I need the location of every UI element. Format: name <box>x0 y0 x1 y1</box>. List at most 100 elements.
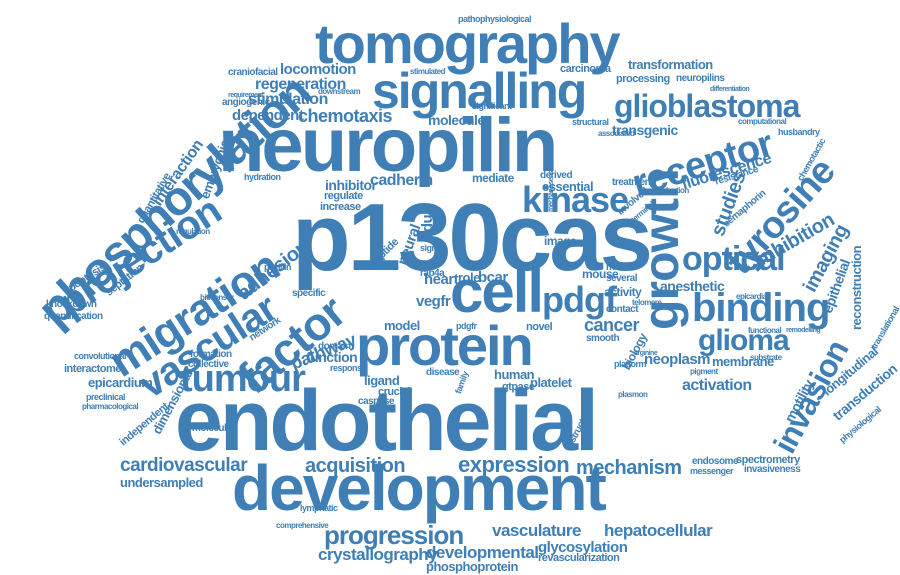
word-formation: formation <box>190 349 232 360</box>
word-acquisition: acquisition <box>305 455 406 477</box>
word-image: image <box>544 234 577 248</box>
word-angiogenic: angiogenic <box>222 97 270 108</box>
word-human: human <box>494 367 535 382</box>
word-role: role <box>458 270 480 285</box>
word-membrane: membrane <box>712 354 774 369</box>
word-signal: signal <box>420 243 444 253</box>
word-remodelling: remodelling <box>786 327 821 334</box>
word-ligand: ligand <box>364 373 400 388</box>
word-pdgf: pdgf <box>542 279 617 320</box>
word-epicardial: epicardial <box>736 292 769 301</box>
word-hydration: hydration <box>244 172 281 182</box>
word-expression: expression <box>458 452 570 477</box>
word-inhibitor: inhibitor <box>325 177 377 193</box>
word-signalling: signalling <box>372 63 587 119</box>
word-molecule: molecule <box>428 112 485 128</box>
word-kinase: kinase <box>522 179 629 220</box>
word-regeneration: regeneration <box>255 76 346 93</box>
word-treatment: treatment <box>612 177 654 188</box>
word-comprehensive: comprehensive <box>276 521 329 530</box>
word-development: development <box>232 452 607 524</box>
word-protein: protein <box>356 314 534 377</box>
word-glycosylation: glycosylation <box>538 539 628 556</box>
word-plasmon: plasmon <box>618 390 648 399</box>
word-glioblastoma: glioblastoma <box>614 88 800 124</box>
word-collective: collective <box>188 359 229 370</box>
word-functional: functional <box>748 326 782 335</box>
word-gtpase: gtpase <box>502 381 535 393</box>
word-structural: structural <box>572 117 609 127</box>
word-specific: specific <box>292 288 326 299</box>
word-convolutional: convolutional <box>74 351 127 361</box>
word-production: production <box>652 186 689 195</box>
word-carcinoma: carcinoma <box>560 63 611 75</box>
word-pdgfr: pdgfr <box>456 321 477 331</box>
word-stimulated: stimulated <box>410 67 446 76</box>
word-binding: binding <box>692 286 830 330</box>
word-response: response <box>330 363 367 373</box>
word-domain: domain <box>318 341 351 352</box>
word-cell: cell <box>450 258 544 325</box>
word-activation: activation <box>682 377 752 394</box>
word-disease: disease <box>426 367 460 378</box>
word-molecular: molecular <box>192 423 235 434</box>
word-paxillin: paxillin <box>264 262 292 272</box>
word-progression: progression <box>324 520 464 550</box>
word-optical: optical <box>682 240 786 278</box>
word-transgenic: transgenic <box>612 122 678 138</box>
word-interactome: interactome <box>64 363 121 375</box>
word-cadherin: cadherin <box>370 172 433 189</box>
word-locomotion: locomotion <box>280 61 356 78</box>
word-translational: translational <box>869 304 900 351</box>
word-derived: derived <box>540 170 573 181</box>
word-associated: associated <box>598 129 635 138</box>
word-telomere: telomere <box>632 298 662 307</box>
word-platform: platform <box>614 359 647 369</box>
word-endosome: endosome <box>692 456 739 467</box>
word-adult: adult <box>419 206 436 240</box>
word-neuropilin: neuropilin <box>218 103 558 188</box>
word-mechanism: mechanism <box>576 457 682 479</box>
word-revascularization: revascularization <box>538 552 620 564</box>
word-anesthetic: anesthetic <box>660 278 725 294</box>
word-p130cas: p130cas <box>292 184 653 291</box>
word-pathophysiological: pathophysiological <box>458 14 532 24</box>
word-essential: essential <box>542 179 594 194</box>
word-vasculature: vasculature <box>492 521 582 540</box>
word-activity: activity <box>604 285 642 299</box>
word-dependent: dependent <box>232 107 304 124</box>
word-quantification: quantification <box>44 311 103 322</box>
word-contact: contact <box>606 304 639 315</box>
word-bcar: bcar <box>478 269 508 286</box>
word-processing: processing <box>616 73 670 85</box>
word-tumour: tumour <box>180 358 306 400</box>
word-preclinical: preclinical <box>86 392 126 402</box>
word-chromatin: chromatin <box>510 222 540 229</box>
word-reconstruction: reconstruction <box>849 245 864 330</box>
word-pharmacological: pharmacological <box>82 402 139 411</box>
word-phosphoprotein: phosphoprotein <box>426 559 518 574</box>
word-mediate: mediate <box>472 171 514 185</box>
word-caspase: caspase <box>358 396 394 407</box>
word-function: function <box>306 349 358 365</box>
word-neuropilins: neuropilins <box>676 73 725 84</box>
word-transformation: transformation <box>628 57 713 72</box>
word-cardiovascular: cardiovascular <box>120 455 248 476</box>
word-lymphatic: lymphatic <box>300 503 338 513</box>
word-platelet: platelet <box>530 375 572 390</box>
word-crystallography: crystallography <box>318 545 438 564</box>
word-undersampled: undersampled <box>120 475 203 490</box>
word-messenger: messenger <box>690 466 734 476</box>
word-significant: significant <box>472 101 512 111</box>
word-hepatocellular: hepatocellular <box>604 521 713 540</box>
word-developmental: developmental <box>426 543 539 562</box>
word-craniofacial: craniofacial <box>228 67 278 78</box>
word-stimulation: stimulation <box>248 91 328 108</box>
word-crucial: crucial <box>378 386 410 398</box>
word-computational: computational <box>738 117 787 126</box>
word-neoplasm: neoplasm <box>644 351 711 368</box>
word-regulate: regulate <box>324 190 363 202</box>
word-novel: novel <box>526 321 553 333</box>
word-regulation: regulation <box>176 227 210 236</box>
